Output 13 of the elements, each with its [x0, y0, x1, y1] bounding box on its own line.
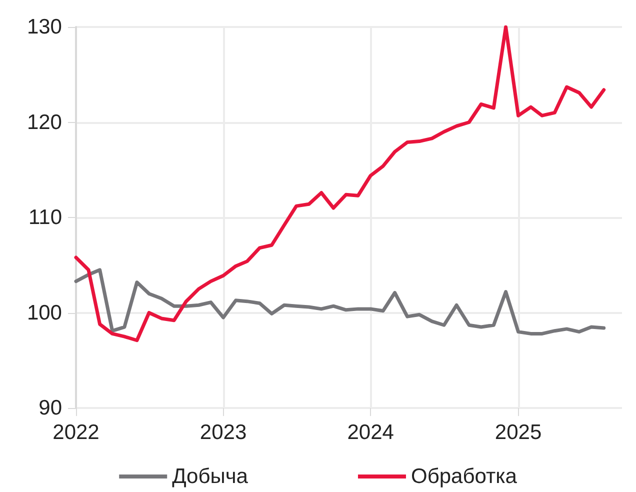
y-tick-label: 120 — [26, 110, 62, 134]
y-tick-label: 110 — [28, 206, 62, 229]
y-tick-label: 130 — [26, 16, 62, 38]
x-tick-label: 2022 — [52, 421, 100, 444]
y-tick-label: 90 — [38, 396, 62, 420]
legend-label: Обработка — [410, 465, 518, 488]
x-tick-label: 2023 — [200, 421, 247, 444]
line-series — [74, 268, 606, 336]
x-tick-label: 2025 — [494, 421, 542, 444]
x-tick-label: 2024 — [347, 421, 394, 444]
line-series — [74, 25, 606, 342]
y-tick-label: 100 — [26, 301, 62, 324]
legend-label: Добыча — [172, 465, 248, 488]
